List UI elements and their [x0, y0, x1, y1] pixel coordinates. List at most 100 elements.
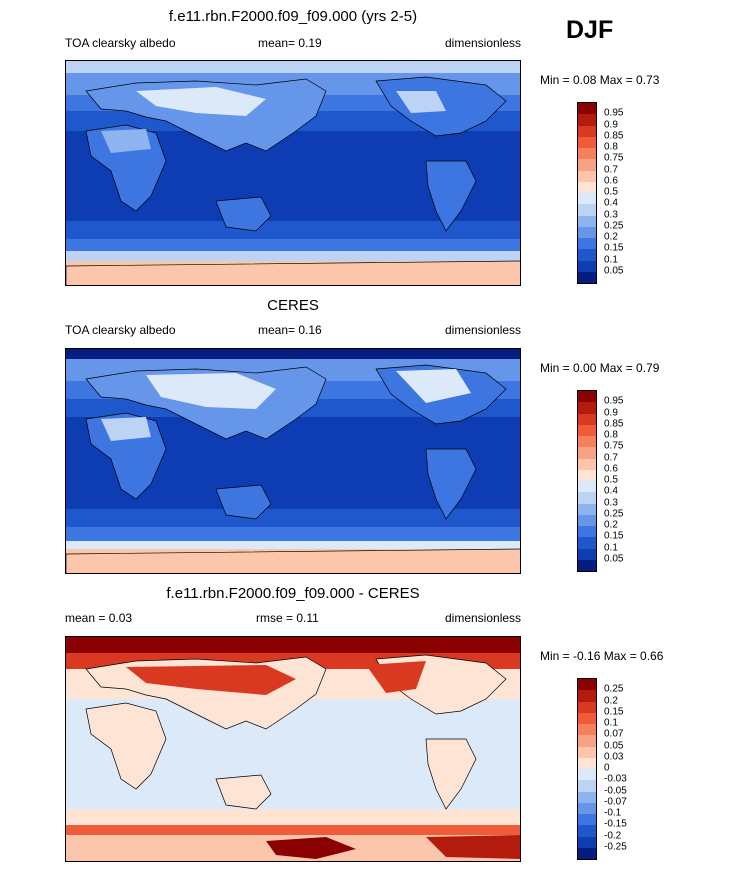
colorbar-swatch — [578, 526, 596, 538]
colorbar-tick-label: 0.85 — [604, 418, 624, 430]
colorbar-tick-label: -0.07 — [604, 796, 627, 808]
colorbar-swatch — [578, 836, 596, 848]
colorbar-swatch — [578, 537, 596, 549]
colorbar-swatch — [578, 204, 596, 216]
season-label: DJF — [566, 16, 614, 44]
colorbar-swatch — [578, 679, 596, 691]
colorbar-swatch — [578, 825, 596, 837]
colorbar-swatch — [578, 724, 596, 736]
colorbar-obs — [577, 390, 597, 572]
panel-rmse-diff: rmse = 0.11 — [256, 611, 319, 625]
colorbar-swatch — [578, 181, 596, 193]
colorbar-tick-label: 0.7 — [604, 452, 618, 463]
colorbar-tick-label: 0.25 — [604, 508, 624, 520]
colorbar-tick-label: 0.95 — [604, 395, 624, 407]
colorbar-tick-label: 0.75 — [604, 152, 624, 164]
colorbar-tick-label: 0.85 — [604, 130, 624, 142]
colorbar-tick-label: 0.07 — [604, 728, 624, 740]
panel-title-obs: CERES — [267, 297, 319, 314]
panel-field-label-model: TOA clearsky albedo — [65, 36, 176, 50]
panel-units-obs: dimensionless — [445, 323, 522, 337]
colorbar-tick-label: 0.75 — [604, 440, 624, 452]
colorbar-tick-label: 0.05 — [604, 553, 624, 565]
colorbar-tick-label: 0.9 — [604, 407, 618, 418]
colorbar-tick-label: 0 — [604, 762, 610, 774]
colorbar-swatch — [578, 424, 596, 436]
colorbar-swatch — [578, 735, 596, 747]
colorbar-tick-label: 0.95 — [604, 107, 624, 119]
colorbar-swatch — [578, 125, 596, 137]
colorbar-swatch — [578, 469, 596, 481]
colorbar-swatch — [578, 447, 596, 459]
colorbar-tick-label: 0.15 — [604, 530, 624, 542]
colorbar-swatch — [578, 413, 596, 425]
colorbar-swatch — [578, 271, 596, 283]
panel-units-model: dimensionless — [445, 36, 522, 50]
colorbar-swatch — [578, 103, 596, 115]
colorbar-tick-label: -0.05 — [604, 785, 627, 796]
colorbar-tick-label: 0.03 — [604, 751, 624, 763]
colorbar-tick-label: 0.7 — [604, 164, 618, 175]
panel-units-diff: dimensionless — [445, 611, 522, 625]
colorbar-swatch — [578, 712, 596, 724]
panel-minmax-diff: Min = -0.16 Max = 0.66 — [540, 649, 664, 663]
colorbar-swatch — [578, 802, 596, 814]
colorbar-tick-label: 0.6 — [604, 463, 618, 475]
colorbar-tick-label: -0.1 — [604, 807, 622, 819]
colorbar-tick-label: 0.4 — [604, 197, 618, 209]
colorbar-swatch — [578, 193, 596, 205]
panel-mean-obs: mean= 0.16 — [258, 323, 322, 337]
colorbar-tick-label: 0.2 — [604, 519, 618, 531]
colorbar-tick-label: 0.2 — [604, 231, 618, 243]
colorbar-tick-label: 0.3 — [604, 497, 618, 508]
colorbar-swatch — [578, 114, 596, 126]
colorbar-tick-label: 0.4 — [604, 485, 618, 497]
colorbar-tick-label: 0.6 — [604, 175, 618, 187]
colorbar-swatch — [578, 136, 596, 148]
colorbar-tick-label: 0.8 — [604, 141, 618, 153]
colorbar-swatch — [578, 249, 596, 261]
colorbar-diff — [577, 678, 597, 860]
colorbar-tick-label: 0.1 — [604, 542, 618, 553]
colorbar-swatch — [578, 215, 596, 227]
colorbar-tick-label: 0.05 — [604, 265, 624, 277]
colorbar-swatch — [578, 402, 596, 414]
colorbar-tick-label: 0.05 — [604, 740, 624, 751]
colorbar-swatch — [578, 559, 596, 571]
panel-mean-model: mean= 0.19 — [258, 36, 322, 50]
colorbar-tick-label: 0.1 — [604, 254, 618, 265]
colorbar-swatch — [578, 746, 596, 758]
colorbar-swatch — [578, 757, 596, 769]
colorbar-tick-label: -0.03 — [604, 773, 627, 785]
colorbar-swatch — [578, 548, 596, 560]
colorbar-swatch — [578, 814, 596, 826]
colorbar-tick-label: 0.2 — [604, 695, 618, 706]
map-diff — [65, 636, 521, 862]
colorbar-tick-label: -0.2 — [604, 830, 622, 841]
colorbar-swatch — [578, 226, 596, 238]
colorbar-swatch — [578, 791, 596, 803]
panel-field-label-obs: TOA clearsky albedo — [65, 323, 176, 337]
colorbar-swatch — [578, 780, 596, 792]
colorbar-tick-label: -0.25 — [604, 841, 627, 853]
colorbar-swatch — [578, 690, 596, 702]
colorbar-swatch — [578, 458, 596, 470]
colorbar-swatch — [578, 492, 596, 504]
colorbar-tick-label: 0.9 — [604, 119, 618, 130]
colorbar-swatch — [578, 170, 596, 182]
colorbar-tick-label: -0.15 — [604, 818, 627, 830]
colorbar-swatch — [578, 769, 596, 781]
colorbar-swatch — [578, 260, 596, 272]
map-obs — [65, 348, 521, 574]
colorbar-tick-label: 0.25 — [604, 220, 624, 232]
panel-minmax-obs: Min = 0.00 Max = 0.79 — [540, 361, 660, 375]
panel-title-diff: f.e11.rbn.F2000.f09_f09.000 - CERES — [166, 585, 420, 602]
colorbar-tick-label: 0.8 — [604, 429, 618, 441]
colorbar-swatch — [578, 238, 596, 250]
colorbar-swatch — [578, 847, 596, 859]
colorbar-tick-label: 0.3 — [604, 209, 618, 220]
colorbar-tick-label: 0.5 — [604, 474, 618, 486]
panel-title-model: f.e11.rbn.F2000.f09_f09.000 (yrs 2-5) — [168, 8, 418, 25]
colorbar-swatch — [578, 159, 596, 171]
colorbar-swatch — [578, 436, 596, 448]
